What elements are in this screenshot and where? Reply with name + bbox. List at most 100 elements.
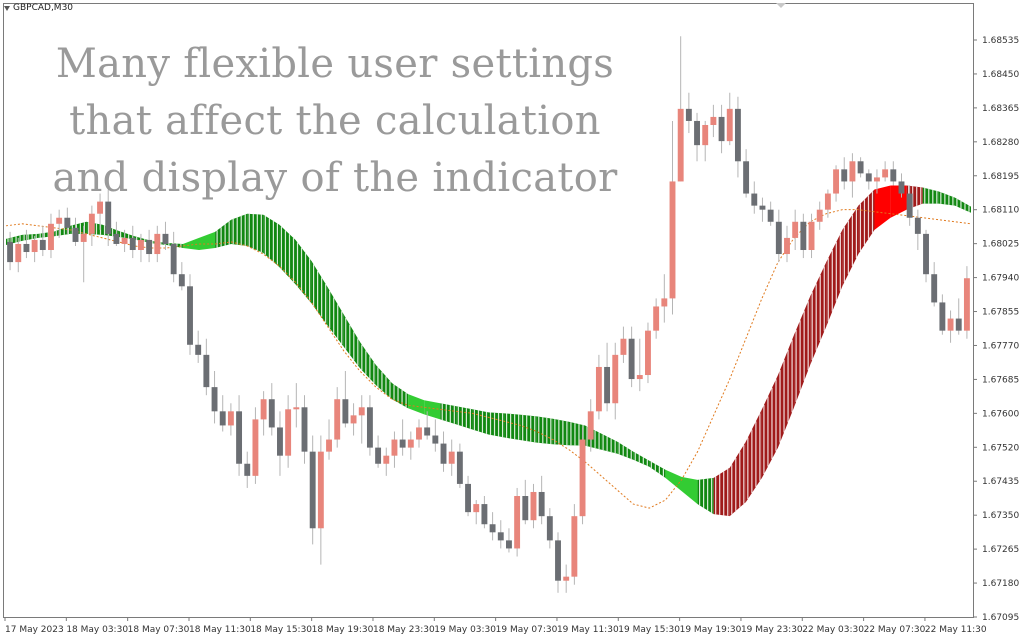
- candle-body: [800, 221, 807, 251]
- candle: [481, 496, 488, 529]
- candle: [375, 435, 382, 468]
- band-segment: [745, 409, 762, 503]
- candle: [473, 500, 480, 525]
- candle: [743, 149, 750, 198]
- band-segment: [874, 185, 891, 230]
- y-tick-label: 1.68110: [982, 206, 1019, 216]
- y-tick-label: 1.68195: [982, 172, 1019, 182]
- symbol-label[interactable]: GBPCAD,M30: [4, 3, 73, 13]
- candle: [399, 419, 406, 456]
- dropdown-triangle-icon: [4, 5, 10, 11]
- candle: [636, 338, 643, 392]
- candle: [7, 231, 14, 271]
- candle: [178, 262, 185, 291]
- candle-body: [358, 407, 365, 416]
- candle: [784, 225, 790, 263]
- candle: [587, 399, 594, 452]
- y-tick-label: 1.68025: [982, 240, 1019, 250]
- x-tick-label: 19 May 23:30: [741, 625, 803, 635]
- x-tick-label: 17 May 2023: [5, 625, 64, 635]
- y-tick-label: 1.68365: [982, 104, 1019, 114]
- candle: [48, 213, 54, 259]
- band-segment: [826, 229, 843, 327]
- candle-body: [767, 209, 774, 222]
- candle-body: [7, 241, 14, 263]
- band-segment: [761, 375, 778, 478]
- band-segment: [279, 224, 296, 285]
- candle-body: [178, 274, 185, 287]
- candle-body: [636, 375, 643, 380]
- band-segment: [649, 460, 666, 478]
- candle-body: [751, 193, 758, 206]
- band-segment: [794, 296, 811, 408]
- candle: [146, 229, 153, 263]
- candle-body: [857, 161, 864, 174]
- candle-body: [268, 399, 275, 428]
- y-tick-label: 1.67435: [982, 477, 1019, 487]
- candle: [211, 370, 218, 424]
- candle: [579, 427, 586, 525]
- candle: [800, 213, 807, 259]
- candle: [137, 233, 144, 263]
- candle: [440, 431, 447, 472]
- candle-body: [342, 399, 349, 424]
- candle: [530, 483, 537, 529]
- indicator-dotted-line: [5, 209, 972, 509]
- candle-body: [620, 338, 627, 355]
- candle-body: [784, 237, 790, 255]
- candle: [23, 229, 30, 259]
- y-tick-label: 1.68535: [982, 36, 1019, 46]
- candle: [628, 326, 635, 388]
- candle-body: [669, 181, 676, 299]
- candle-body: [824, 193, 831, 210]
- y-tick-label: 1.67265: [982, 545, 1019, 555]
- candle-body: [456, 451, 463, 484]
- candle-body: [260, 399, 267, 420]
- band-segment: [263, 214, 280, 268]
- candle-body: [31, 239, 38, 253]
- candle-body: [792, 221, 799, 238]
- candle: [260, 391, 267, 436]
- candle-body: [775, 221, 782, 255]
- promo-line: that affect the calculation: [69, 98, 601, 144]
- candle: [391, 431, 398, 468]
- candle-body: [162, 233, 169, 244]
- candle-body: [538, 491, 545, 517]
- band-segment: [440, 403, 457, 425]
- candle-body: [939, 302, 946, 331]
- candle-body: [923, 233, 929, 275]
- candle: [857, 157, 864, 178]
- candle-body: [366, 407, 373, 448]
- band-segment: [504, 413, 521, 441]
- candle-body: [252, 419, 259, 476]
- x-tick-label: 18 May 19:30: [312, 625, 374, 635]
- candle-body: [219, 411, 226, 426]
- x-tick-label: 18 May 07:30: [128, 625, 190, 635]
- candle-body: [285, 409, 292, 456]
- candle-body: [334, 399, 341, 440]
- candle: [595, 354, 602, 420]
- candle-body: [718, 116, 725, 142]
- y-tick-label: 1.67095: [982, 613, 1019, 623]
- candle-body: [448, 451, 455, 464]
- shift-marker-icon[interactable]: [776, 3, 786, 8]
- candle-body: [121, 237, 128, 244]
- candle: [808, 213, 815, 259]
- candle-body: [473, 504, 480, 513]
- candle-body: [113, 233, 120, 244]
- candle-body: [15, 243, 22, 263]
- x-tick-label: 22 May 03:30: [802, 625, 864, 635]
- candle-body: [685, 108, 692, 121]
- candle: [514, 487, 521, 557]
- candle-body: [399, 439, 406, 448]
- candle: [653, 298, 660, 339]
- candle-body: [514, 496, 521, 549]
- x-tick-label: 18 May 11:30: [189, 625, 251, 635]
- x-tick-label: 19 May 07:30: [496, 625, 558, 635]
- candle-body: [465, 483, 471, 513]
- candle: [792, 209, 799, 251]
- band-segment: [697, 477, 714, 515]
- indicator-band: [6, 185, 971, 517]
